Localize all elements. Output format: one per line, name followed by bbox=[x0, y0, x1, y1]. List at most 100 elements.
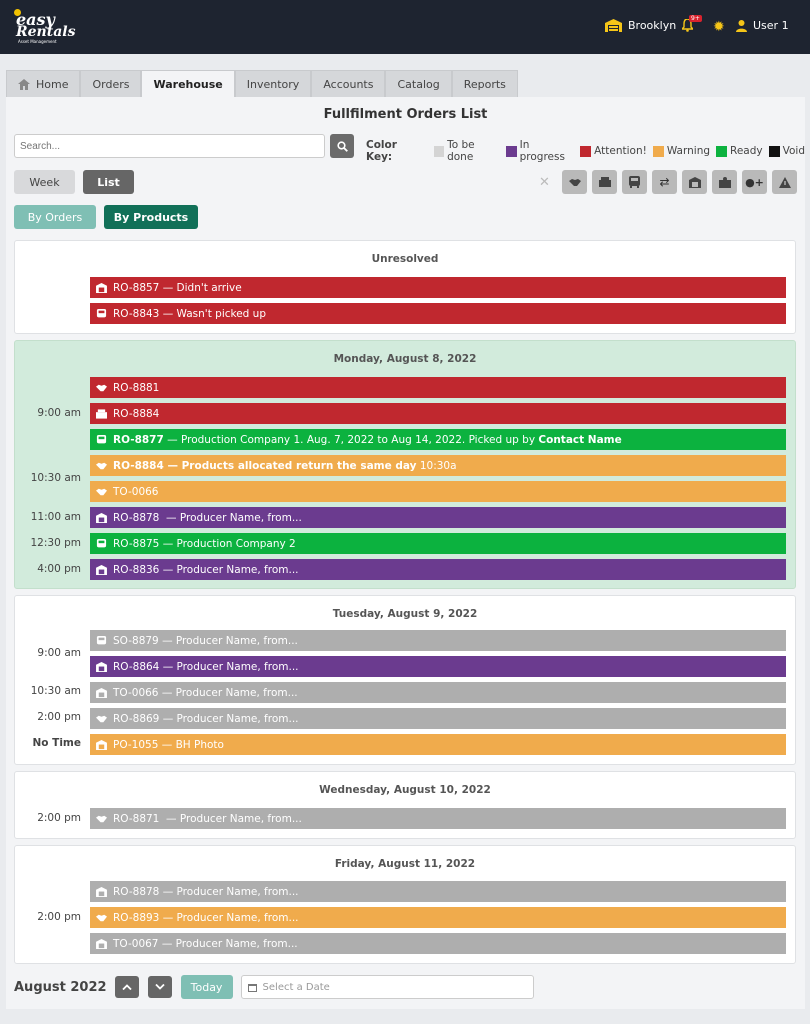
tab-catalog[interactable]: Catalog bbox=[385, 70, 452, 97]
contact-name: Contact Name bbox=[538, 433, 622, 446]
notification-badge: 9+ bbox=[689, 15, 702, 22]
order-row[interactable]: RO-8884 — Products allocated return the … bbox=[90, 455, 786, 476]
order-id: RO-8884 bbox=[113, 459, 164, 472]
bus-icon bbox=[629, 176, 640, 188]
order-row-text: — Production Company 1. Aug. 7, 2022 to … bbox=[163, 433, 539, 446]
day-section-friday: Friday, August 11, 2022 2:00 pm RO-8878 … bbox=[14, 845, 796, 964]
handshake-icon bbox=[568, 178, 581, 186]
current-month: August 2022 bbox=[14, 979, 107, 995]
order-row[interactable]: TO-0066 — Producer Name, from... bbox=[90, 682, 786, 703]
order-row[interactable]: RO-8857 — Didn't arrive bbox=[90, 277, 786, 298]
color-key-text: To be done bbox=[447, 139, 475, 163]
color-key-label: Color Key: bbox=[366, 139, 397, 163]
list-view-button[interactable]: List bbox=[83, 170, 134, 194]
tab-warehouse[interactable]: Warehouse bbox=[141, 70, 235, 98]
color-key-text: Void bbox=[782, 145, 805, 157]
color-swatch bbox=[652, 145, 664, 157]
filter-box-button[interactable] bbox=[592, 170, 617, 194]
order-id: RO-8877 bbox=[113, 433, 164, 446]
order-row[interactable]: RO-8843 — Wasn't picked up bbox=[90, 303, 786, 324]
filter-garage-button[interactable] bbox=[682, 170, 707, 194]
order-row[interactable]: SO-8879 — Producer Name, from... bbox=[90, 630, 786, 651]
today-button[interactable]: Today bbox=[180, 975, 233, 999]
tab-inventory[interactable]: Inventory bbox=[234, 70, 312, 97]
color-swatch bbox=[433, 145, 445, 157]
location-selector[interactable]: Brooklyn bbox=[605, 19, 676, 32]
filter-user-button[interactable]: ●+ bbox=[742, 170, 767, 194]
garage-icon bbox=[96, 687, 107, 698]
tab-reports[interactable]: Reports bbox=[451, 70, 518, 97]
gear-icon: ✹ bbox=[713, 19, 725, 35]
notifications-button[interactable]: 9+ bbox=[682, 15, 702, 32]
tab-orders[interactable]: Orders bbox=[80, 70, 142, 97]
order-row[interactable]: RO-8884 bbox=[90, 403, 786, 424]
order-row[interactable]: RO-8836 — Producer Name, from... bbox=[90, 559, 786, 580]
time-label: 9:00 am bbox=[37, 407, 81, 419]
day-section-wednesday: Wednesday, August 10, 2022 2:00 pm RO-88… bbox=[14, 771, 796, 839]
location-label: Brooklyn bbox=[628, 19, 677, 32]
search-input[interactable] bbox=[14, 134, 325, 158]
order-row-text: RO-8857 — Didn't arrive bbox=[113, 281, 242, 294]
order-row[interactable]: TO-0067 — Producer Name, from... bbox=[90, 933, 786, 954]
chevron-down-icon bbox=[154, 984, 165, 990]
order-row-text: RO-8843 — Wasn't picked up bbox=[113, 307, 266, 320]
order-row[interactable]: RO-8877 — Production Company 1. Aug. 7, … bbox=[90, 429, 786, 450]
color-key-item: Attention! bbox=[580, 145, 647, 157]
order-row[interactable]: RO-8871 — Producer Name, from... bbox=[90, 808, 786, 829]
search-button[interactable] bbox=[330, 134, 354, 158]
home-icon bbox=[18, 78, 30, 90]
order-row[interactable]: TO-0066 bbox=[90, 481, 786, 502]
filter-package-button[interactable] bbox=[712, 170, 737, 194]
by-products-button[interactable]: By Products bbox=[104, 205, 198, 229]
order-row[interactable]: RO-8878 — Producer Name, from... bbox=[90, 881, 786, 902]
color-key-text: Warning bbox=[666, 145, 711, 157]
clear-filter-button[interactable]: ✕ bbox=[532, 170, 557, 194]
by-orders-button[interactable]: By Orders bbox=[14, 205, 96, 229]
section-title: Wednesday, August 10, 2022 bbox=[319, 784, 491, 796]
color-swatch bbox=[506, 145, 517, 157]
previous-button[interactable] bbox=[114, 976, 139, 998]
week-view-button[interactable]: Week bbox=[14, 170, 75, 194]
transfer-icon: ⇄ bbox=[659, 175, 670, 189]
filter-handshake-button[interactable] bbox=[562, 170, 587, 194]
tab-warehouse-label: Warehouse bbox=[153, 78, 223, 91]
order-row-text: PO-1055 — BH Photo bbox=[113, 738, 224, 751]
order-row[interactable]: RO-8878 — Producer Name, from... bbox=[90, 507, 786, 528]
day-section-tuesday: Tuesday, August 9, 2022 9:00 am 10:30 am… bbox=[14, 595, 796, 765]
date-picker-input[interactable]: Select a Date bbox=[240, 975, 534, 999]
day-section-monday: Monday, August 8, 2022 9:00 am 10:30 am … bbox=[14, 340, 796, 589]
order-row[interactable]: RO-8875 — Production Company 2 bbox=[90, 533, 786, 554]
handshake-icon bbox=[96, 384, 107, 391]
color-key: Color Key: To be done In progress Attent… bbox=[366, 139, 805, 163]
order-row[interactable]: RO-8881 bbox=[90, 377, 786, 398]
order-note: — Products allocated return the same day bbox=[163, 459, 417, 472]
filter-bus-button[interactable] bbox=[622, 170, 647, 194]
order-row-text: RO-8878 — Producer Name, from... bbox=[113, 511, 302, 524]
order-row[interactable]: RO-8864 — Producer Name, from... bbox=[90, 656, 786, 677]
logo-line1: easy bbox=[16, 10, 55, 29]
order-row[interactable]: PO-1055 — BH Photo bbox=[90, 734, 786, 755]
order-row-text: RO-8871 — Producer Name, from... bbox=[113, 812, 302, 825]
box-icon bbox=[96, 408, 107, 419]
user-menu[interactable]: User 1 bbox=[736, 19, 789, 32]
handshake-icon bbox=[96, 815, 107, 822]
order-row[interactable]: RO-8869 — Producer Name, from... bbox=[90, 708, 786, 729]
bus-icon bbox=[96, 635, 107, 644]
tab-accounts-label: Accounts bbox=[323, 77, 374, 91]
app-logo[interactable]: easy Rentals Asset Management bbox=[14, 9, 76, 45]
search-icon bbox=[336, 140, 348, 152]
filter-warning-button[interactable] bbox=[772, 170, 797, 194]
settings-button[interactable]: ✹ bbox=[713, 19, 725, 35]
main-panel: Fullfilment Orders List Color Key: To be… bbox=[6, 97, 805, 1009]
order-row-text: RO-8875 — Production Company 2 bbox=[113, 537, 296, 550]
garage-icon bbox=[96, 938, 107, 949]
filter-transfer-button[interactable]: ⇄ bbox=[652, 170, 677, 194]
handshake-icon bbox=[96, 715, 107, 722]
tab-accounts[interactable]: Accounts bbox=[311, 70, 386, 97]
package-icon bbox=[718, 176, 731, 188]
time-label: 10:30 am bbox=[30, 685, 81, 697]
tab-home[interactable]: Home bbox=[6, 70, 81, 97]
logo-line2: Rentals bbox=[16, 24, 76, 40]
next-button[interactable] bbox=[147, 976, 172, 998]
order-row[interactable]: RO-8893 — Producer Name, from... bbox=[90, 907, 786, 928]
